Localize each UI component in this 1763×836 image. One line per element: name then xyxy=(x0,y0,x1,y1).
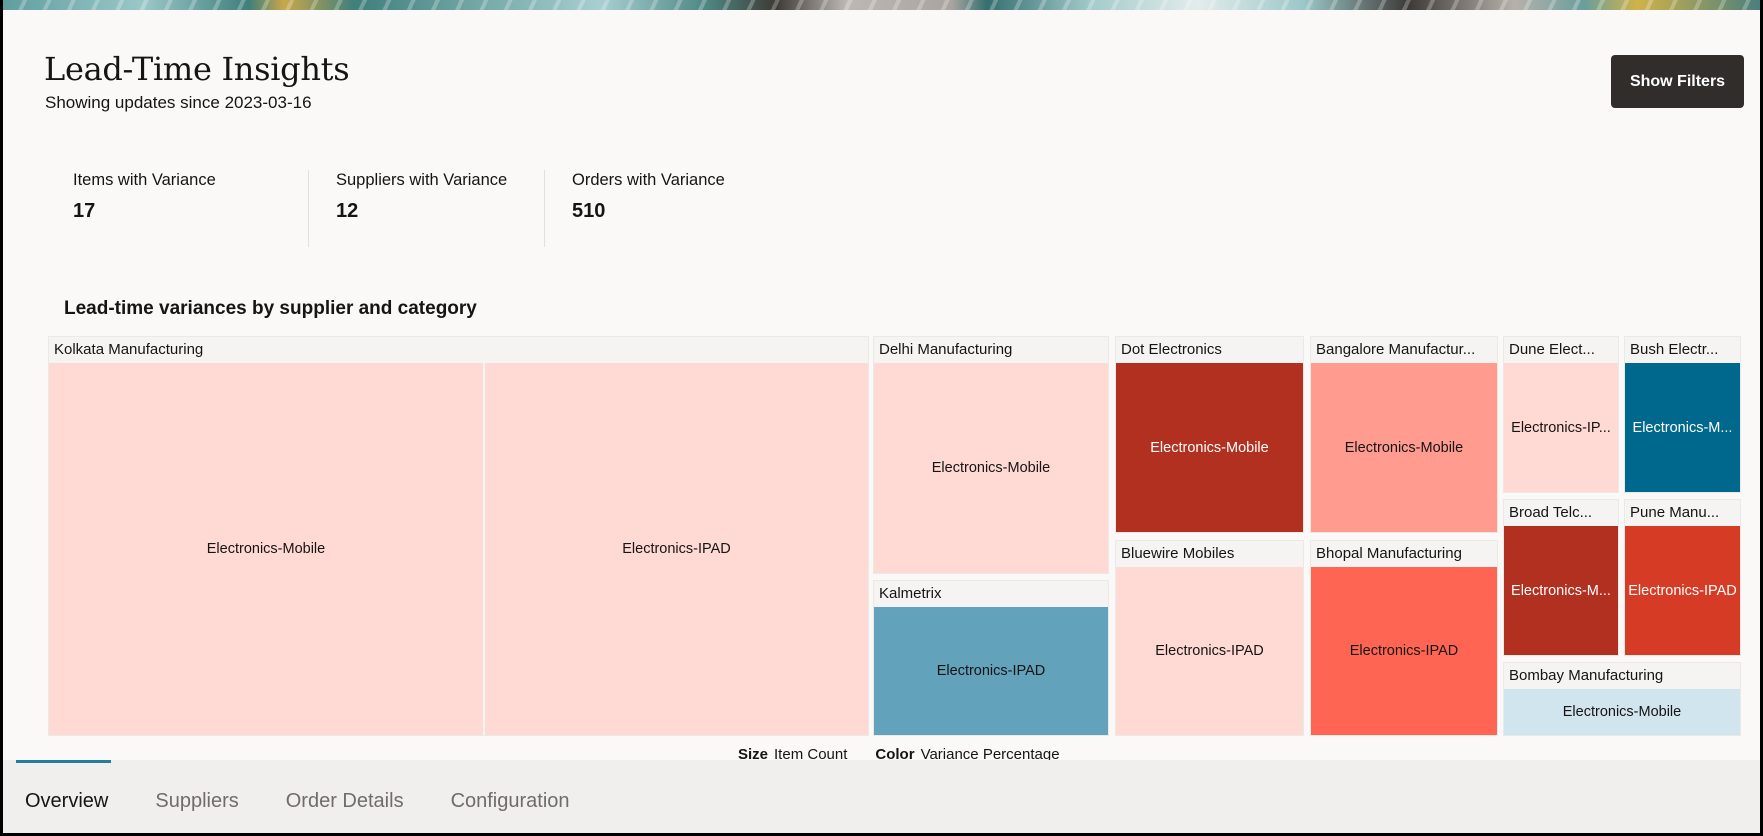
treemap-leaf[interactable]: Electronics-M... xyxy=(1504,526,1618,655)
kpi-label: Suppliers with Variance xyxy=(336,171,508,189)
node-header: Dot Electronics xyxy=(1121,341,1222,358)
treemap-leaf[interactable]: Electronics-Mobile xyxy=(1116,363,1303,532)
tab-suppliers[interactable]: Suppliers xyxy=(155,790,239,812)
kpi-value: 510 xyxy=(572,200,606,222)
treemap-node-delhi-manufacturing[interactable]: Delhi Manufacturing Electronics-Mobile xyxy=(873,336,1109,574)
tab-overview[interactable]: Overview xyxy=(25,790,109,812)
treemap-leaf[interactable]: Electronics-IP... xyxy=(1504,363,1618,492)
treemap-node-bombay-manufacturing[interactable]: Bombay Manufacturing Electronics-Mobile xyxy=(1503,662,1741,736)
kpi-label: Items with Variance xyxy=(73,171,216,189)
treemap-leaf[interactable]: Electronics-Mobile xyxy=(1311,363,1497,532)
kpi-value: 17 xyxy=(73,200,96,222)
chart-legend: Size Item Count Color Variance Percentage xyxy=(738,746,1060,763)
app-frame: Lead-Time Insights Showing updates since… xyxy=(3,0,1760,833)
kpi-value: 12 xyxy=(336,200,359,222)
treemap-leaf[interactable]: Electronics-M... xyxy=(1625,363,1740,492)
node-header: Kalmetrix xyxy=(879,585,942,602)
node-header: Dune Elect... xyxy=(1509,341,1595,358)
treemap-node-pune-manufacturing[interactable]: Pune Manu... Electronics-IPAD xyxy=(1624,499,1741,656)
node-header: Kolkata Manufacturing xyxy=(54,341,204,358)
active-tab-indicator xyxy=(16,760,111,763)
node-header: Bluewire Mobiles xyxy=(1121,545,1235,562)
treemap-node-kolkata-manufacturing[interactable]: Kolkata Manufacturing Electronics-Mobile… xyxy=(48,336,869,736)
kpi-suppliers-with-variance: Suppliers with Variance 12 xyxy=(308,170,544,247)
node-header: Bombay Manufacturing xyxy=(1509,667,1664,684)
node-header: Bhopal Manufacturing xyxy=(1316,545,1462,562)
treemap-leaf[interactable]: Electronics-Mobile xyxy=(874,363,1108,573)
kpi-orders-with-variance: Orders with Variance 510 xyxy=(544,170,780,247)
page-subtitle: Showing updates since 2023-03-16 xyxy=(45,93,312,112)
tab-bar: Overview Suppliers Order Details Configu… xyxy=(3,760,1760,833)
node-header: Bush Electr... xyxy=(1630,341,1719,358)
treemap-leaf[interactable]: Electronics-IPAD xyxy=(1311,567,1497,735)
kpi-items-with-variance: Items with Variance 17 xyxy=(73,170,308,247)
kpi-label: Orders with Variance xyxy=(572,171,725,189)
treemap-leaf[interactable]: Electronics-IPAD xyxy=(1625,526,1740,655)
node-header: Bangalore Manufactur... xyxy=(1316,341,1476,358)
treemap-node-bhopal-manufacturing[interactable]: Bhopal Manufacturing Electronics-IPAD xyxy=(1310,540,1498,736)
treemap-leaf[interactable]: Electronics-Mobile xyxy=(49,363,483,735)
treemap-node-dune-electronics[interactable]: Dune Elect... Electronics-IP... xyxy=(1503,336,1619,493)
show-filters-button[interactable]: Show Filters xyxy=(1611,55,1744,108)
treemap-node-bush-electronics[interactable]: Bush Electr... Electronics-M... xyxy=(1624,336,1741,493)
treemap-leaf[interactable]: Electronics-IPAD xyxy=(1116,567,1303,735)
treemap-node-dot-electronics[interactable]: Dot Electronics Electronics-Mobile xyxy=(1115,336,1304,533)
page-title: Lead-Time Insights xyxy=(44,50,350,88)
node-header: Broad Telc... xyxy=(1509,504,1593,521)
node-header: Delhi Manufacturing xyxy=(879,341,1013,358)
treemap-leaf[interactable]: Electronics-Mobile xyxy=(1504,689,1740,735)
legend-size-key: Size xyxy=(738,746,769,763)
decorative-banner xyxy=(3,0,1760,10)
chart-title: Lead-time variances by supplier and cate… xyxy=(64,298,477,319)
treemap-node-kalmetrix[interactable]: Kalmetrix Electronics-IPAD xyxy=(873,580,1109,736)
treemap-node-broad-telcom[interactable]: Broad Telc... Electronics-M... xyxy=(1503,499,1619,656)
treemap-leaf[interactable]: Electronics-IPAD xyxy=(485,363,868,735)
legend-color-value: Variance Percentage xyxy=(920,746,1060,763)
node-header: Pune Manu... xyxy=(1630,504,1720,521)
legend-color-key: Color xyxy=(875,746,915,763)
treemap-node-bluewire-mobiles[interactable]: Bluewire Mobiles Electronics-IPAD xyxy=(1115,540,1304,736)
tab-configuration[interactable]: Configuration xyxy=(450,790,570,812)
legend-size-value: Item Count xyxy=(774,746,848,763)
kpi-strip: Items with Variance 17 Suppliers with Va… xyxy=(73,170,780,247)
treemap-node-bangalore-manufacturing[interactable]: Bangalore Manufactur... Electronics-Mobi… xyxy=(1310,336,1498,533)
tab-order-details[interactable]: Order Details xyxy=(285,790,404,812)
treemap-leaf[interactable]: Electronics-IPAD xyxy=(874,607,1108,735)
